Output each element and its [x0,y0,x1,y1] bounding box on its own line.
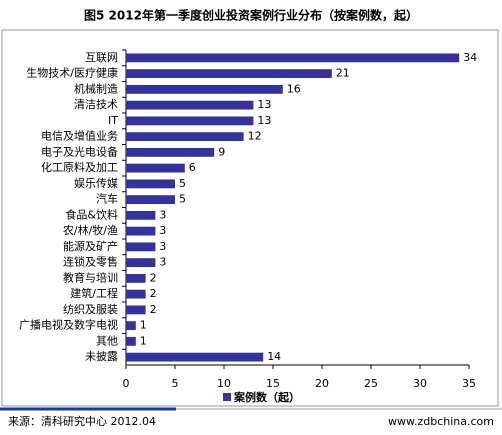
x-tick-label: 5 [172,377,179,390]
y-tick-label: 机械制造 [74,81,118,95]
y-tick-label: 汽车 [96,192,118,206]
y-tick-label: 化工原料及加工 [41,160,118,174]
y-tick-label: 互联网 [85,51,118,64]
bar [126,147,215,157]
bar [126,100,254,110]
value-label: 2 [150,303,157,316]
value-label: 2 [150,271,157,284]
value-label: 3 [159,240,166,253]
x-tick-label: 20 [315,377,329,390]
bar [126,132,244,142]
value-label: 9 [218,145,225,158]
bar [126,242,156,252]
value-label: 12 [248,130,262,143]
bar [126,53,460,63]
value-label: 1 [140,319,147,332]
y-tick-label: 能源及矿产 [63,239,118,253]
bar [126,179,175,189]
x-tick-label: 30 [413,377,427,390]
bar [126,69,332,79]
chart-title: 图5 2012年第一季度创业投资案例行业分布（按案例数，起） [84,8,418,23]
value-label: 5 [179,193,186,206]
value-label: 13 [257,98,271,111]
x-tick-label: 10 [217,377,231,390]
value-label: 3 [159,256,166,269]
value-label: 13 [257,114,271,127]
bar [126,195,175,205]
bar [126,210,156,220]
x-tick-label: 35 [462,377,476,390]
y-tick-label: 电信及增值业务 [41,129,118,143]
y-tick-label: 连锁及零售 [63,255,118,269]
y-tick-label: 清洁技术 [74,98,118,111]
bar [126,305,146,315]
y-tick-label: IT [108,114,118,127]
bar [126,258,156,268]
y-tick-label: 食品&饮料 [65,207,118,221]
y-tick-label: 生物技术/医疗健康 [26,66,118,80]
y-tick-label: 农/林/牧/渔 [63,223,118,237]
y-tick-label: 未披露 [85,349,118,363]
y-tick-label: 建筑/工程 [70,286,118,300]
bar [126,321,136,331]
bar [126,273,146,283]
value-label: 3 [159,208,166,221]
y-tick-label: 广播电视及数字电视 [19,318,118,332]
bar [126,336,136,346]
x-tick-label: 15 [266,377,280,390]
y-tick-label: 教育与培训 [63,270,118,284]
value-label: 14 [267,350,281,363]
value-label: 34 [463,51,477,64]
bar [126,163,185,173]
bar [126,352,264,362]
value-label: 6 [189,161,196,174]
value-label: 5 [179,177,186,190]
value-label: 16 [287,82,301,95]
x-tick-label: 25 [364,377,378,390]
value-label: 21 [336,67,350,80]
value-label: 3 [159,224,166,237]
y-tick-label: 纺织及服装 [63,302,118,316]
legend-swatch [223,393,231,401]
value-label: 1 [140,334,147,347]
bar [126,289,146,299]
y-tick-label: 娱乐传媒 [74,176,118,190]
bar [126,116,254,126]
bar [126,84,283,94]
chart-frame [1,29,499,407]
website: www.zdbchina.com [388,415,494,428]
source: 来源：清科研究中心 2012.04 [8,414,156,428]
y-tick-label: 其他 [96,334,118,347]
y-tick-label: 电子及光电设备 [41,144,118,158]
x-tick-label: 0 [123,377,130,390]
bar [126,226,156,236]
value-label: 2 [150,287,157,300]
legend-label: 案例数（起） [233,390,300,404]
